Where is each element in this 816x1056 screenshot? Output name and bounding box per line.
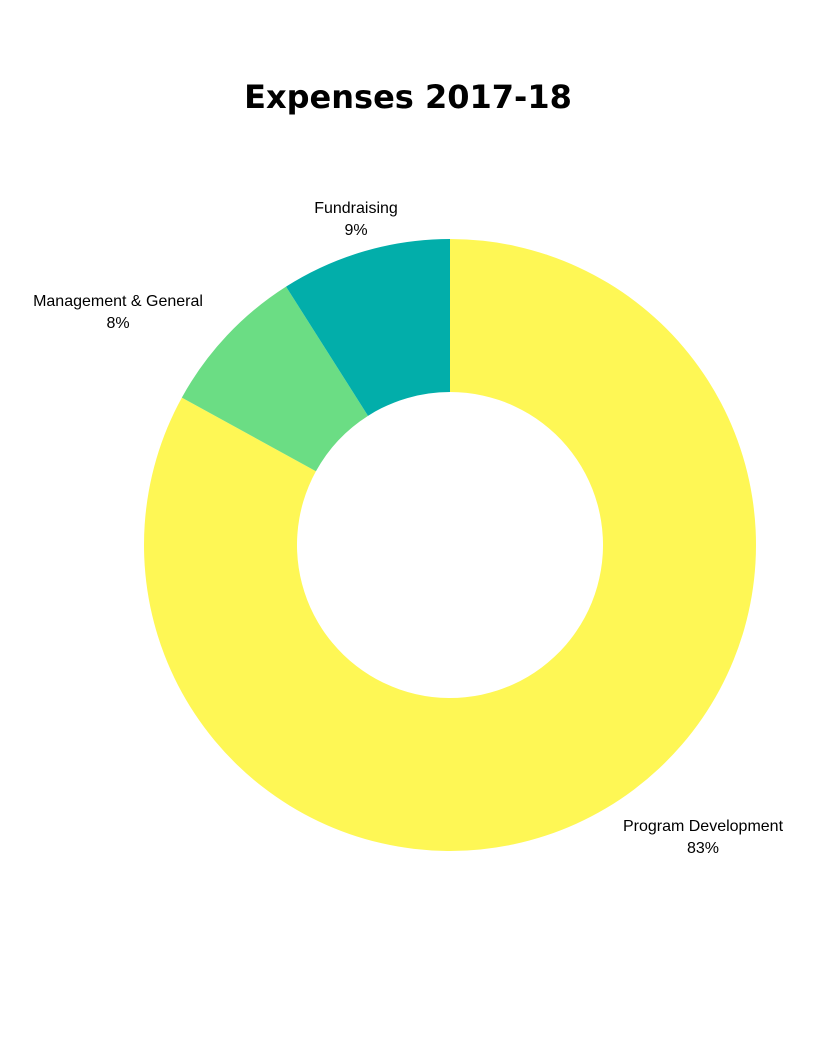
slice-program-development	[144, 239, 757, 851]
chart-title: Expenses 2017-18	[244, 78, 572, 116]
slice-labels: Program Development 83% Management & Gener…	[33, 200, 784, 857]
slice-value-fundraising: 9%	[344, 222, 367, 239]
slice-value-management-and-general: 8%	[106, 315, 129, 332]
slice-fundraising	[286, 239, 450, 416]
slice-value-program-development: 83%	[687, 840, 719, 857]
slice-management-and-general	[181, 286, 369, 472]
slice-label-fundraising: Fundraising	[314, 200, 398, 217]
slice-label-program-development: Program Development	[623, 818, 784, 835]
donut-slices	[144, 239, 757, 851]
slice-label-management-and-general: Management & General	[33, 293, 203, 310]
